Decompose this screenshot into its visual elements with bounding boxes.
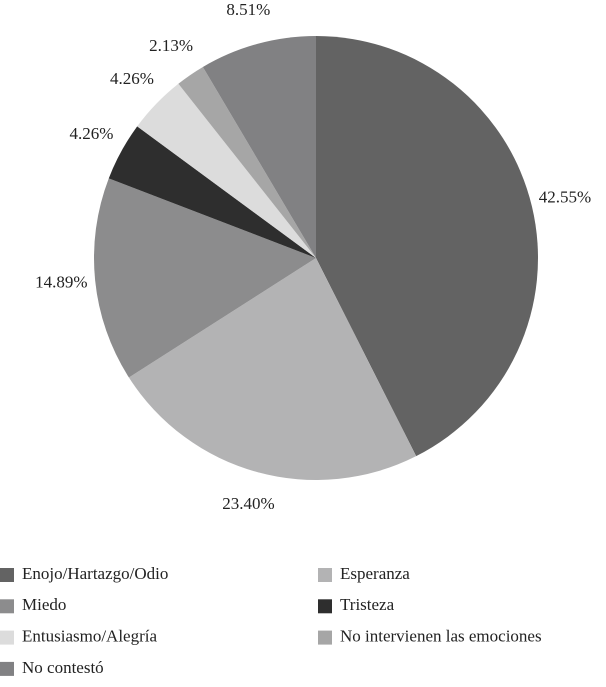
legend-label: Tristeza	[340, 595, 395, 614]
legend-label: No contestó	[22, 658, 104, 677]
pie-slice	[94, 178, 317, 378]
pie-slice	[108, 126, 316, 258]
data-label: 14.89%	[35, 273, 87, 292]
legend-swatch	[0, 599, 14, 614]
legend-swatch	[0, 568, 14, 582]
data-label: 23.40%	[222, 494, 274, 513]
pie-slice	[137, 83, 316, 259]
legend-label: Miedo	[22, 595, 66, 614]
pie-slice	[128, 258, 417, 481]
data-label: 2.13%	[149, 36, 193, 55]
legend-swatch	[0, 661, 14, 676]
data-label: 8.51%	[226, 0, 270, 19]
legend-swatch	[318, 568, 332, 582]
legend-label: Esperanza	[340, 564, 410, 583]
legend-label: No intervienen las emociones	[340, 627, 542, 646]
data-label: 42.55%	[539, 188, 591, 207]
data-label: 4.26%	[69, 124, 113, 143]
legend-swatch	[318, 630, 332, 645]
legend-swatch	[0, 630, 14, 645]
pie-slice	[316, 36, 539, 457]
data-label: 4.26%	[110, 69, 154, 88]
legend-swatch	[318, 599, 332, 614]
legend-label: Enojo/Hartazgo/Odio	[22, 564, 168, 583]
legend-label: Entusiasmo/Alegría	[22, 627, 157, 646]
pie-slice	[202, 36, 316, 258]
pie-slice	[178, 66, 316, 258]
